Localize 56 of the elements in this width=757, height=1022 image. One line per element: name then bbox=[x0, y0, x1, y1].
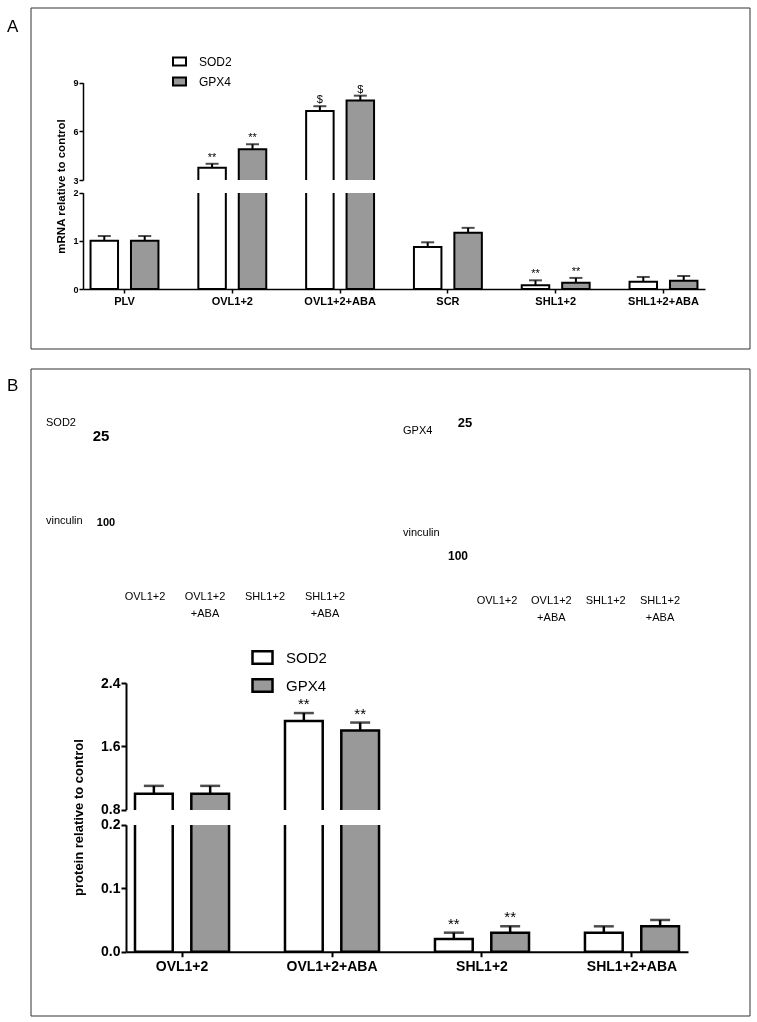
y-tick-label: 3 bbox=[73, 175, 79, 186]
y-tick-label: 0.8 bbox=[101, 801, 121, 818]
y-tick-label: 6 bbox=[73, 126, 79, 137]
y-tick-label: 1.6 bbox=[101, 737, 121, 754]
category-label: OVL1+2 +ABA bbox=[184, 590, 226, 619]
y-tick-label: 0.2 bbox=[101, 816, 121, 833]
y-tick-label: 0.1 bbox=[101, 879, 121, 896]
x-tick-label: OVL1+2 bbox=[211, 294, 253, 307]
legend-label: SOD2 bbox=[286, 648, 327, 666]
x-tick-label: OVL1+2+ABA bbox=[304, 294, 376, 307]
x-tick-label: SHL1+2+ABA bbox=[628, 294, 700, 307]
annotation: ** bbox=[571, 264, 581, 277]
legend-label: GPX4 bbox=[199, 74, 232, 89]
y-tick-label: 9 bbox=[73, 78, 79, 89]
annotation: ** bbox=[207, 150, 218, 163]
text: SOD2 bbox=[46, 416, 76, 428]
text: 100 bbox=[96, 516, 116, 528]
text: vinculin bbox=[46, 514, 83, 526]
y-tick-label: 2.4 bbox=[101, 674, 121, 691]
text: 100 bbox=[447, 549, 469, 563]
x-tick-label: SCR bbox=[436, 294, 460, 307]
x-tick-label: SHL1+2+ABA bbox=[586, 958, 678, 975]
text: GPX4 bbox=[403, 424, 433, 436]
text: 25 bbox=[92, 427, 110, 444]
x-tick-label: OVL1+2 bbox=[155, 958, 209, 975]
text: A bbox=[7, 17, 19, 36]
annotation: ** bbox=[504, 908, 517, 926]
legend-label: GPX4 bbox=[286, 676, 327, 694]
annotation: $ bbox=[357, 82, 364, 95]
category-label: SHL1+2 +ABA bbox=[639, 594, 681, 623]
annotation: ** bbox=[447, 914, 460, 932]
y-axis-title: mRNA relative to control bbox=[54, 119, 67, 254]
x-tick-label: SHL1+2 bbox=[535, 294, 577, 307]
x-tick-label: PLV bbox=[114, 294, 136, 307]
x-tick-label: SHL1+2 bbox=[456, 958, 509, 975]
y-tick-label: 0.0 bbox=[101, 943, 121, 960]
category-label: SHL1+2 +ABA bbox=[304, 590, 346, 619]
y-axis-title: protein relative to control bbox=[70, 739, 86, 896]
y-tick-label: 1 bbox=[73, 236, 79, 247]
annotation: ** bbox=[248, 131, 258, 144]
category-label: OVL1+2 bbox=[476, 594, 518, 606]
annotation: ** bbox=[531, 267, 541, 280]
category-label: OVL1+2 bbox=[124, 590, 166, 602]
y-tick-label: 0 bbox=[73, 284, 79, 295]
text: B bbox=[7, 376, 19, 395]
category-label: OVL1+2 +ABA bbox=[531, 594, 572, 623]
category-label: SHL1+2 bbox=[244, 590, 286, 602]
text: 25 bbox=[457, 415, 473, 430]
annotation: ** bbox=[298, 695, 310, 713]
annotation: $ bbox=[316, 93, 323, 106]
y-tick-label: 2 bbox=[73, 188, 79, 199]
x-tick-label: OVL1+2+ABA bbox=[286, 958, 378, 975]
legend-label: SOD2 bbox=[199, 54, 232, 69]
text: vinculin bbox=[403, 526, 440, 538]
annotation: ** bbox=[354, 704, 367, 722]
category-label: SHL1+2 bbox=[585, 594, 626, 606]
